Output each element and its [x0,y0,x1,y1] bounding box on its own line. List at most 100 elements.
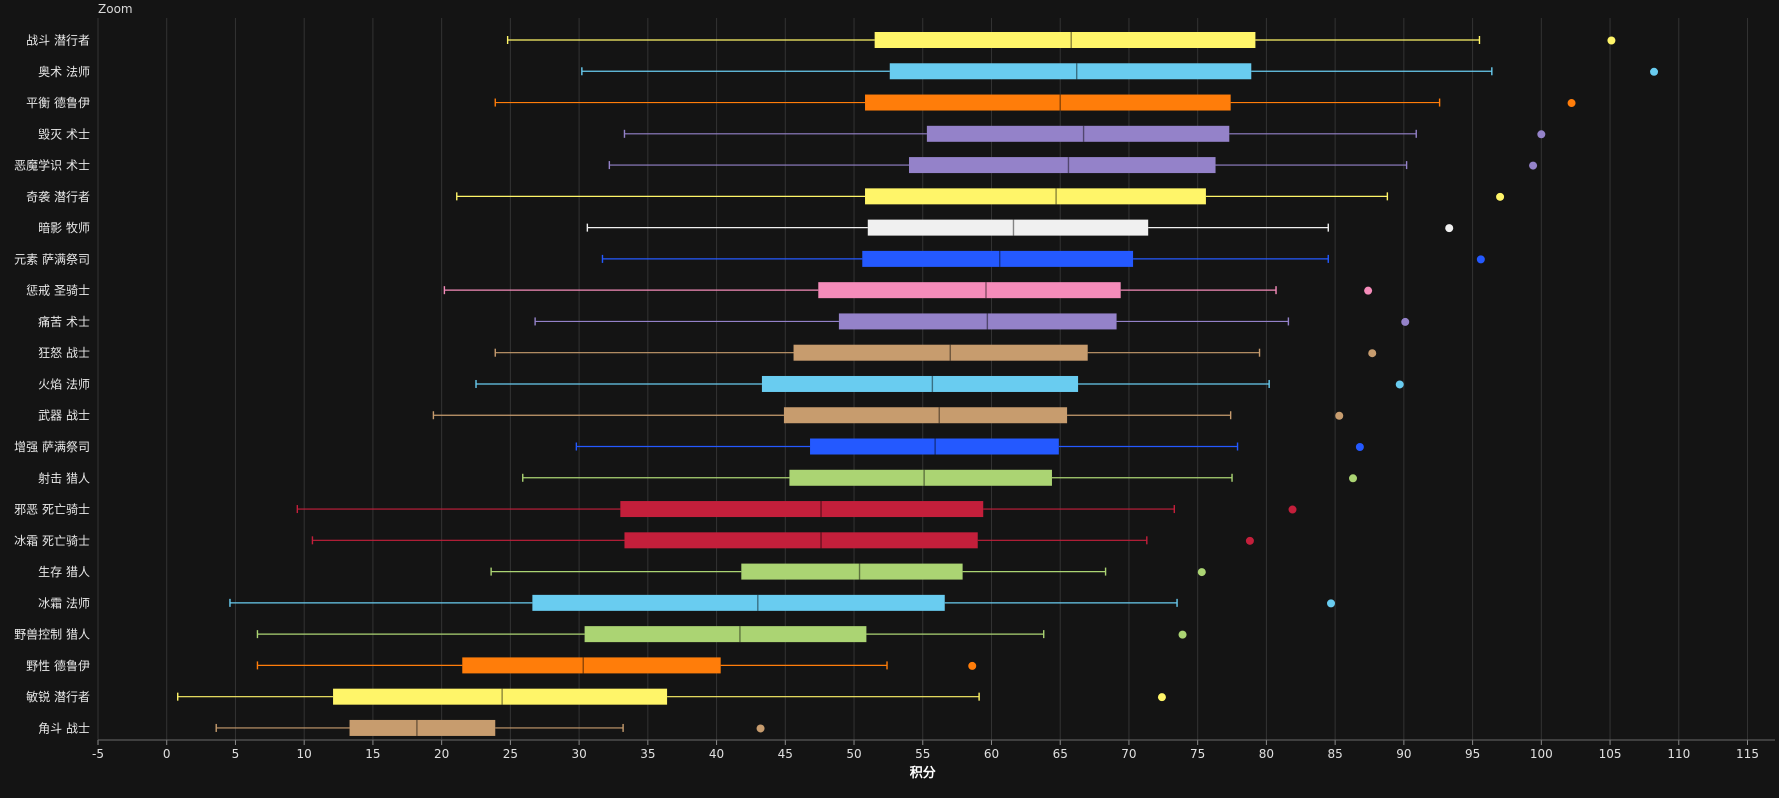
outlier-point [1529,161,1538,170]
y-category-label: 火焰 法师 [38,376,90,391]
outlier-point [756,724,765,733]
outlier-point [1288,505,1297,514]
y-category-label: 敏锐 潜行者 [26,689,90,704]
boxplot-row: 平衡 德鲁伊 [26,94,1576,111]
x-tick-label: 25 [503,747,518,761]
outlier-point [1327,599,1336,608]
box-iqr [793,344,1088,361]
boxplot-row: 角斗 战士 [38,719,765,736]
y-category-label: 恶魔学识 术士 [14,158,90,173]
boxplot-row: 冰霜 死亡骑士 [14,532,1254,549]
y-category-label: 狂怒 战士 [38,345,90,360]
y-category-label: 冰霜 法师 [38,596,90,610]
x-tick-label: 5 [232,747,240,761]
boxplot-row: 敏锐 潜行者 [26,688,1166,705]
y-category-label: 元素 萨满祭司 [14,252,90,266]
box-iqr [462,657,721,674]
y-category-label: 惩戒 圣骑士 [26,284,90,298]
x-tick-label: 105 [1599,747,1622,761]
outlier-point [1245,536,1254,545]
box-iqr [624,532,978,549]
x-tick-label: 65 [1053,747,1068,761]
x-tick-label: 50 [846,747,861,761]
y-category-label: 暗影 牧师 [38,220,90,235]
x-tick-label: 55 [915,747,930,761]
x-tick-label: 115 [1736,747,1759,761]
boxplot-row: 邪恶 死亡骑士 [14,501,1297,518]
box-iqr [349,719,496,736]
outlier-point [1496,192,1505,201]
outlier-point [1476,255,1485,264]
boxplot-row: 武器 战士 [38,407,1344,424]
y-category-label: 增强 萨满祭司 [14,440,90,454]
x-tick-label: 35 [640,747,655,761]
x-tick-label: 10 [297,747,312,761]
y-category-label: 邪恶 死亡骑士 [14,503,90,517]
box-iqr [838,313,1117,330]
boxplot-row: 元素 萨满祭司 [14,250,1485,267]
box-iqr [761,375,1079,392]
y-category-label: 武器 战士 [38,409,90,423]
box-iqr [620,501,984,518]
outlier-point [1178,630,1187,639]
boxplot-row: 奇袭 潜行者 [26,188,1505,205]
y-category-label: 战斗 潜行者 [26,34,90,48]
x-axis: -5 0 5 10 15 20 25 30 35 40 45 50 55 60 65 70 75 80 85 90 95… [92,739,1775,761]
box-iqr [333,688,668,705]
boxplot-row: 恶魔学识 术士 [14,157,1538,174]
x-tick-label: 45 [778,747,793,761]
boxplot-row: 痛苦 术士 [38,313,1410,330]
x-tick-label: 95 [1465,747,1480,761]
y-category-label: 野兽控制 猎人 [14,628,90,642]
box-iqr [926,125,1230,142]
box-iqr [867,219,1149,236]
outlier-point [1567,99,1576,108]
y-category-label: 生存 猎人 [38,565,90,579]
outlier-point [1650,67,1659,76]
box-iqr [532,594,945,611]
boxplot-row: 射击 猎人 [38,469,1358,486]
box-iqr [783,407,1068,424]
x-tick-label: 75 [1190,747,1205,761]
x-tick-label: 30 [571,747,586,761]
x-tick-label: 40 [709,747,724,761]
box-iqr [889,63,1252,80]
y-category-label: 奇袭 潜行者 [26,189,90,204]
zoom-button[interactable]: Zoom [98,2,133,16]
x-tick-label: 70 [1121,747,1136,761]
y-category-label: 角斗 战士 [38,721,90,735]
boxplot-row: 狂怒 战士 [38,344,1377,361]
boxplot-row: 冰霜 法师 [38,594,1336,611]
outlier-point [1355,443,1364,452]
box-iqr [810,438,1059,455]
box-iqr [741,563,963,580]
outlier-point [1445,224,1454,233]
boxplot-row: 奥术 法师 [38,63,1659,80]
x-axis-title: 积分 [910,765,936,781]
x-tick-label: 100 [1530,747,1553,761]
outlier-point [1157,693,1166,702]
box-iqr [818,282,1121,299]
boxplot-row: 战斗 潜行者 [26,32,1616,48]
box-iqr [789,469,1052,486]
x-tick-label: 110 [1667,747,1690,761]
box-iqr [584,626,867,643]
y-category-label: 毁灭 术士 [38,126,90,141]
boxplot-row: 暗影 牧师 [38,219,1454,236]
outlier-point [968,661,977,670]
outlier-point [1537,130,1546,139]
box-iqr [865,188,1206,205]
y-category-label: 冰霜 死亡骑士 [14,534,90,548]
outlier-point [1335,411,1344,420]
outlier-point [1364,286,1373,295]
boxplot-row: 野兽控制 猎人 [14,626,1187,643]
x-tick-label: -5 [92,747,104,761]
x-tick-label: 15 [365,747,380,761]
box-iqr [862,250,1134,267]
boxplot-row: 毁灭 术士 [38,125,1546,142]
x-tick-label: 0 [163,747,171,761]
y-category-label: 平衡 德鲁伊 [26,95,90,110]
x-tick-label: 85 [1327,747,1342,761]
y-category-label: 野性 德鲁伊 [26,658,90,673]
